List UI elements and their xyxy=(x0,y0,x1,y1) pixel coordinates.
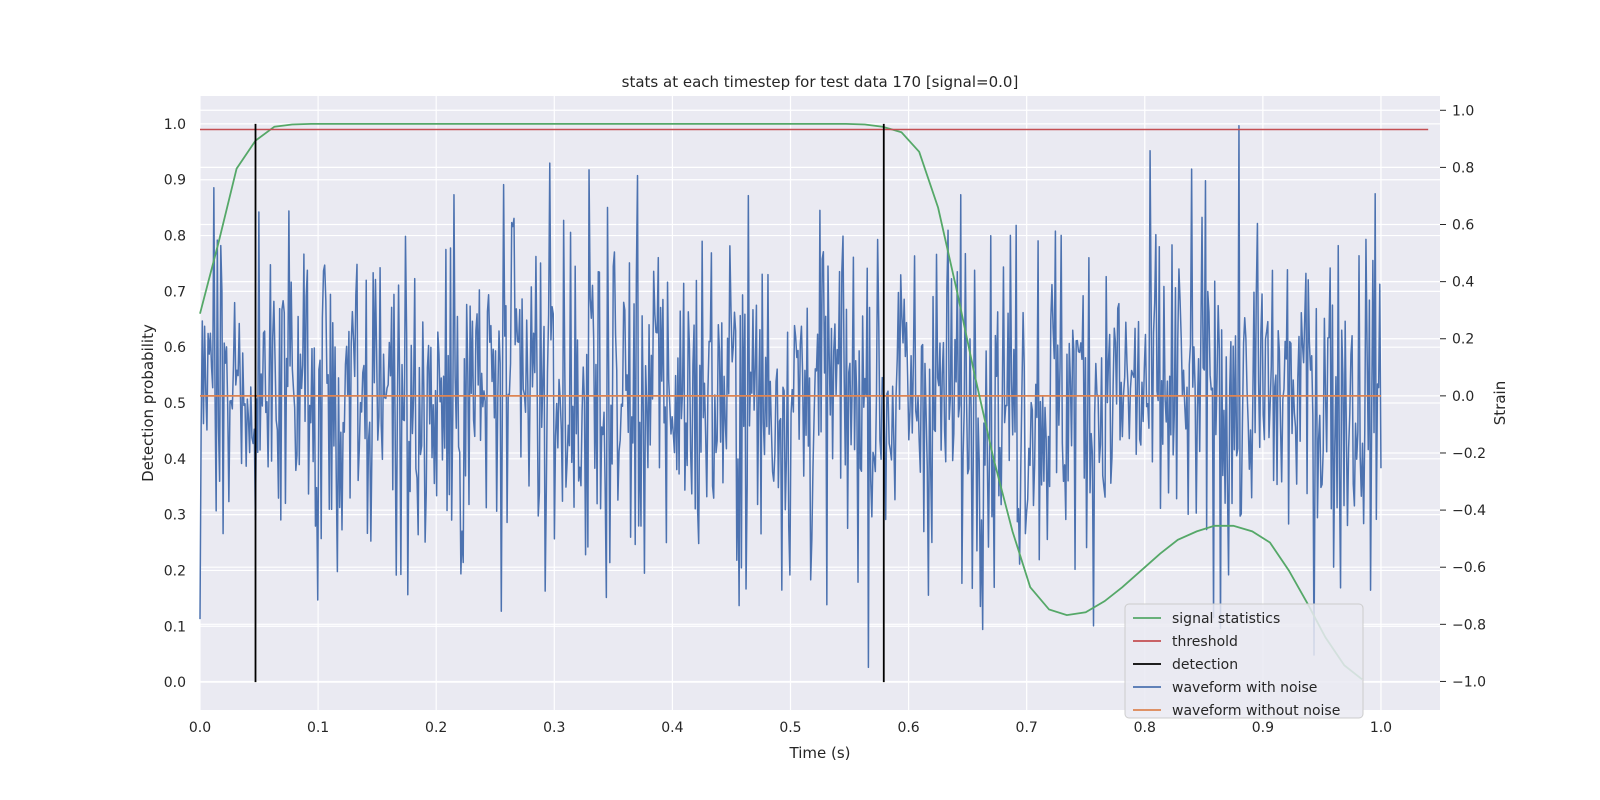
y-tick-label-left: 1.0 xyxy=(164,117,186,133)
legend-label: detection xyxy=(1172,657,1238,673)
x-tick-label: 0.8 xyxy=(1134,720,1156,736)
y-tick-label-left: 0.2 xyxy=(164,563,186,579)
legend-label: waveform without noise xyxy=(1172,703,1340,719)
y-tick-label-right: 1.0 xyxy=(1452,103,1474,119)
y-tick-label-left: 0.4 xyxy=(164,452,186,468)
y-axis-label-right: Strain xyxy=(1491,381,1509,425)
y-tick-label-right: 0.4 xyxy=(1452,275,1474,291)
x-tick-label: 0.3 xyxy=(543,720,565,736)
y-tick-label-right: −0.6 xyxy=(1452,560,1486,576)
y-tick-label-right: −1.0 xyxy=(1452,674,1486,690)
x-tick-label: 0.0 xyxy=(189,720,211,736)
x-tick-label: 0.4 xyxy=(661,720,683,736)
legend-label: signal statistics xyxy=(1172,611,1280,627)
y-tick-label-left: 0.7 xyxy=(164,284,186,300)
x-tick-label: 0.2 xyxy=(425,720,447,736)
y-tick-label-right: 0.0 xyxy=(1452,389,1474,405)
y-tick-label-left: 0.6 xyxy=(164,340,186,356)
chart-title: stats at each timestep for test data 170… xyxy=(622,73,1019,91)
legend-label: threshold xyxy=(1172,634,1238,650)
y-tick-label-left: 0.5 xyxy=(164,396,186,412)
x-tick-label: 0.5 xyxy=(779,720,801,736)
x-tick-label: 0.9 xyxy=(1252,720,1274,736)
series-layer xyxy=(199,123,1429,683)
y-tick-label-right: 0.2 xyxy=(1452,332,1474,348)
y-tick-label-right: 0.8 xyxy=(1452,160,1474,176)
series-waveform-with-noise xyxy=(199,124,1382,669)
legend-label: waveform with noise xyxy=(1172,680,1317,696)
x-axis-label: Time (s) xyxy=(789,744,851,762)
series-signal-statistics xyxy=(199,123,1363,681)
y-tick-label-left: 0.8 xyxy=(164,229,186,245)
y-tick-label-left: 0.9 xyxy=(164,173,186,189)
y-tick-label-right: −0.4 xyxy=(1452,503,1486,519)
y-tick-label-left: 0.0 xyxy=(164,675,186,691)
legend: signal statistics threshold detection wavef… xyxy=(1124,603,1364,719)
y-axis-label-left: Detection probability xyxy=(139,324,157,482)
y-tick-label-left: 0.3 xyxy=(164,508,186,524)
y-tick-label-right: −0.2 xyxy=(1452,446,1486,462)
x-tick-label: 0.1 xyxy=(307,720,329,736)
x-tick-label: 0.7 xyxy=(1016,720,1038,736)
y-tick-label-right: 0.6 xyxy=(1452,218,1474,234)
x-tick-label: 0.6 xyxy=(897,720,919,736)
y-tick-label-right: −0.8 xyxy=(1452,617,1486,633)
ticks: 0.0 0.1 0.2 0.3 0.4 0.5 0.6 0.7 0.8 0.9 1.0 0.0 0.1 0… xyxy=(164,103,1486,736)
y-tick-label-left: 0.1 xyxy=(164,619,186,635)
legend-box xyxy=(1124,603,1364,719)
x-tick-label: 1.0 xyxy=(1370,720,1392,736)
